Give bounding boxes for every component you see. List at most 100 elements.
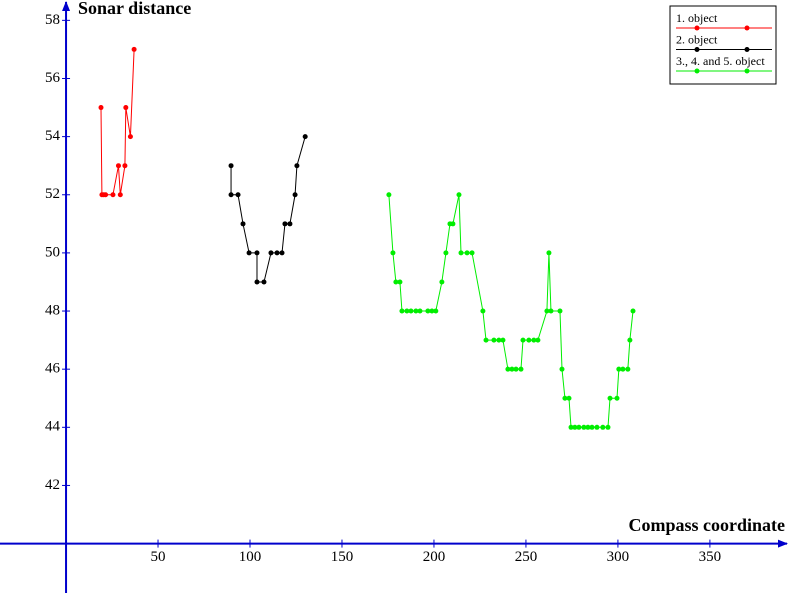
data-point bbox=[456, 192, 462, 198]
y-tick-label: 46 bbox=[45, 361, 61, 377]
data-point bbox=[509, 366, 515, 372]
data-point bbox=[254, 250, 260, 256]
data-point bbox=[235, 192, 241, 198]
y-axis-title: Sonar distance bbox=[78, 0, 191, 18]
data-point bbox=[439, 279, 445, 285]
data-point bbox=[443, 250, 449, 256]
x-tick-label: 100 bbox=[239, 549, 262, 565]
x-tick-label: 150 bbox=[331, 549, 354, 565]
data-point bbox=[127, 134, 133, 140]
data-point bbox=[526, 337, 532, 343]
legend-marker bbox=[744, 68, 750, 74]
data-point bbox=[294, 163, 300, 169]
data-point bbox=[131, 46, 137, 52]
data-point bbox=[605, 424, 611, 430]
data-point bbox=[600, 424, 606, 430]
data-point bbox=[279, 250, 285, 256]
data-point bbox=[254, 279, 260, 285]
data-point bbox=[572, 424, 578, 430]
data-point bbox=[240, 221, 246, 227]
y-tick-label: 52 bbox=[45, 186, 60, 202]
data-point bbox=[103, 192, 109, 198]
x-tick-label: 200 bbox=[423, 549, 446, 565]
data-point bbox=[546, 250, 552, 256]
data-point bbox=[576, 424, 582, 430]
data-point bbox=[433, 308, 439, 314]
x-tick-label: 50 bbox=[151, 549, 166, 565]
data-point bbox=[425, 308, 431, 314]
legend-marker bbox=[744, 25, 750, 31]
data-point bbox=[122, 163, 128, 169]
y-tick-label: 50 bbox=[45, 244, 60, 260]
data-point bbox=[399, 308, 405, 314]
x-axis-title: Compass coordinate bbox=[629, 515, 786, 535]
data-point bbox=[246, 250, 252, 256]
legend-label: 1. object bbox=[676, 11, 718, 25]
data-point bbox=[581, 424, 587, 430]
data-point bbox=[491, 337, 497, 343]
data-point bbox=[557, 308, 563, 314]
data-point bbox=[585, 424, 591, 430]
data-point bbox=[123, 105, 129, 111]
data-point bbox=[594, 424, 600, 430]
data-point bbox=[110, 192, 116, 198]
data-point bbox=[274, 250, 280, 256]
data-point bbox=[261, 279, 267, 285]
data-point bbox=[607, 395, 613, 401]
data-point bbox=[614, 395, 620, 401]
legend-label: 2. object bbox=[676, 32, 718, 46]
data-point bbox=[292, 192, 298, 198]
data-point bbox=[520, 337, 526, 343]
data-point bbox=[413, 308, 419, 314]
data-point bbox=[287, 221, 293, 227]
data-point bbox=[589, 424, 595, 430]
data-point bbox=[404, 308, 410, 314]
data-point bbox=[535, 337, 541, 343]
data-point bbox=[566, 395, 572, 401]
series-line bbox=[100, 49, 135, 196]
data-point bbox=[117, 192, 123, 198]
data-point bbox=[627, 337, 633, 343]
data-point bbox=[500, 337, 506, 343]
data-point bbox=[559, 366, 565, 372]
data-point bbox=[483, 337, 489, 343]
data-point bbox=[390, 250, 396, 256]
y-tick-label: 56 bbox=[45, 70, 61, 86]
data-point bbox=[450, 221, 456, 227]
data-point bbox=[544, 308, 550, 314]
x-tick-label: 250 bbox=[515, 549, 538, 565]
data-point bbox=[98, 105, 104, 111]
series-line bbox=[230, 136, 306, 283]
data-point bbox=[408, 308, 414, 314]
data-point bbox=[616, 366, 622, 372]
data-point bbox=[531, 337, 537, 343]
data-point bbox=[228, 192, 234, 198]
x-tick-label: 300 bbox=[607, 549, 630, 565]
data-point bbox=[496, 337, 502, 343]
data-point bbox=[282, 221, 288, 227]
x-axis-arrow bbox=[778, 539, 788, 548]
y-tick-label: 54 bbox=[45, 128, 61, 144]
data-point bbox=[630, 308, 636, 314]
data-point bbox=[429, 308, 435, 314]
y-tick-label: 42 bbox=[45, 477, 60, 493]
legend-label: 3., 4. and 5. object bbox=[676, 54, 765, 68]
data-point bbox=[568, 424, 574, 430]
legend-marker bbox=[694, 47, 700, 52]
data-point bbox=[228, 163, 234, 169]
data-point bbox=[625, 366, 631, 372]
data-point bbox=[115, 163, 121, 169]
data-point bbox=[393, 279, 399, 285]
y-tick-label: 48 bbox=[45, 302, 60, 318]
data-point bbox=[464, 250, 470, 256]
data-point bbox=[548, 308, 554, 314]
y-axis-arrow bbox=[62, 1, 71, 11]
data-point bbox=[417, 308, 423, 314]
data-point bbox=[469, 250, 475, 256]
x-tick-label: 350 bbox=[699, 549, 722, 565]
y-tick-label: 58 bbox=[45, 12, 60, 28]
data-point bbox=[505, 366, 511, 372]
y-tick-label: 44 bbox=[45, 419, 61, 435]
legend: 1. object 2. object 3., 4. and 5. object bbox=[669, 5, 777, 85]
